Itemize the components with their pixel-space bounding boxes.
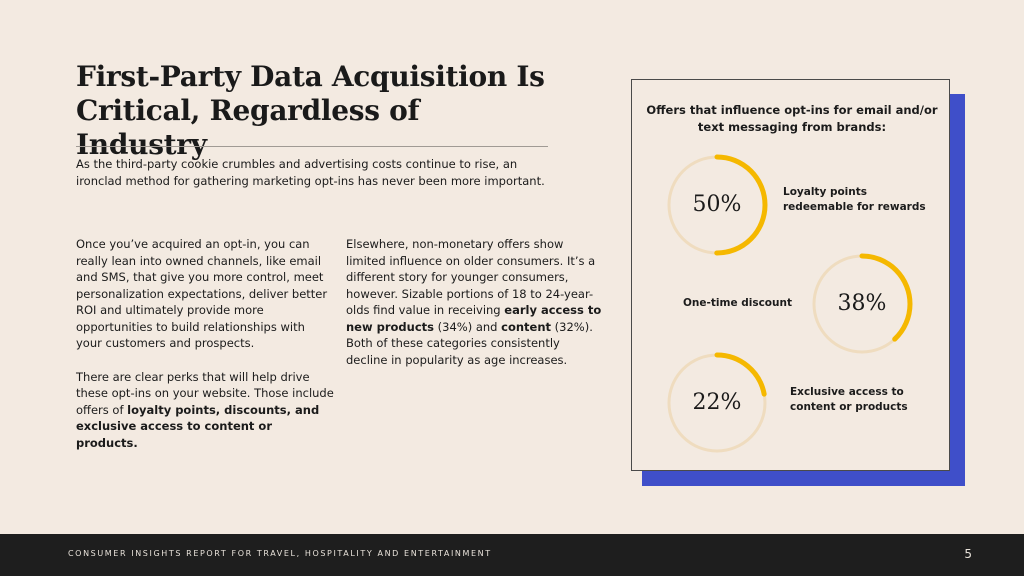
offer-ring-loyalty: 50% bbox=[665, 153, 769, 257]
page-title: First-Party Data Acquisition Is Critical… bbox=[76, 60, 545, 161]
offer-label-discount: One-time discount bbox=[683, 297, 792, 309]
ring-chart bbox=[811, 253, 913, 355]
offer-percent: 22% bbox=[692, 390, 742, 415]
right-text-3: (32%). Both of these categories consiste… bbox=[346, 319, 593, 367]
right-text-1: Elsewhere, non-monetary offers show limi… bbox=[346, 237, 596, 317]
ring-arc bbox=[666, 352, 768, 454]
ring-chart bbox=[666, 154, 768, 256]
offer-percent: 50% bbox=[692, 192, 742, 217]
footer-text: CONSUMER INSIGHTS REPORT FOR TRAVEL, HOS… bbox=[68, 549, 492, 558]
left-paragraph-2-text: There are clear perks that will help dri… bbox=[76, 369, 334, 417]
offer-ring-discount: 38% bbox=[810, 252, 914, 356]
left-paragraph-2-bold: loyalty points, discounts, and exclusive… bbox=[76, 402, 320, 450]
right-text-2: (34%) and bbox=[434, 319, 502, 334]
right-column: Elsewhere, non-monetary offers show limi… bbox=[346, 236, 604, 368]
offer-label-loyalty: Loyalty points redeemable for rewards bbox=[783, 186, 926, 213]
title-divider bbox=[76, 146, 548, 147]
ring-arc bbox=[666, 154, 768, 256]
panel-heading: Offers that influence opt-ins for email … bbox=[646, 103, 938, 134]
left-paragraph-2: There are clear perks that will help dri… bbox=[76, 369, 334, 452]
page-number: 5 bbox=[964, 547, 972, 561]
intro-text: As the third-party cookie crumbles and a… bbox=[76, 157, 545, 188]
ring-arc bbox=[811, 253, 913, 355]
offer-label-exclusive: Exclusive access to content or products bbox=[790, 386, 908, 413]
offer-percent: 38% bbox=[837, 291, 887, 316]
left-paragraph-1: Once you’ve acquired an opt-in, you can … bbox=[76, 237, 328, 350]
right-bold-1: early access to new products bbox=[346, 303, 602, 334]
right-paragraph: Elsewhere, non-monetary offers show limi… bbox=[346, 236, 604, 368]
footer-bar: CONSUMER INSIGHTS REPORT FOR TRAVEL, HOS… bbox=[0, 534, 1024, 576]
right-bold-2: content bbox=[501, 319, 552, 334]
ring-chart bbox=[666, 352, 768, 454]
left-column: Once you’ve acquired an opt-in, you can … bbox=[76, 236, 334, 451]
offer-ring-exclusive: 22% bbox=[665, 351, 769, 455]
offers-panel: Offers that influence opt-ins for email … bbox=[631, 79, 950, 471]
